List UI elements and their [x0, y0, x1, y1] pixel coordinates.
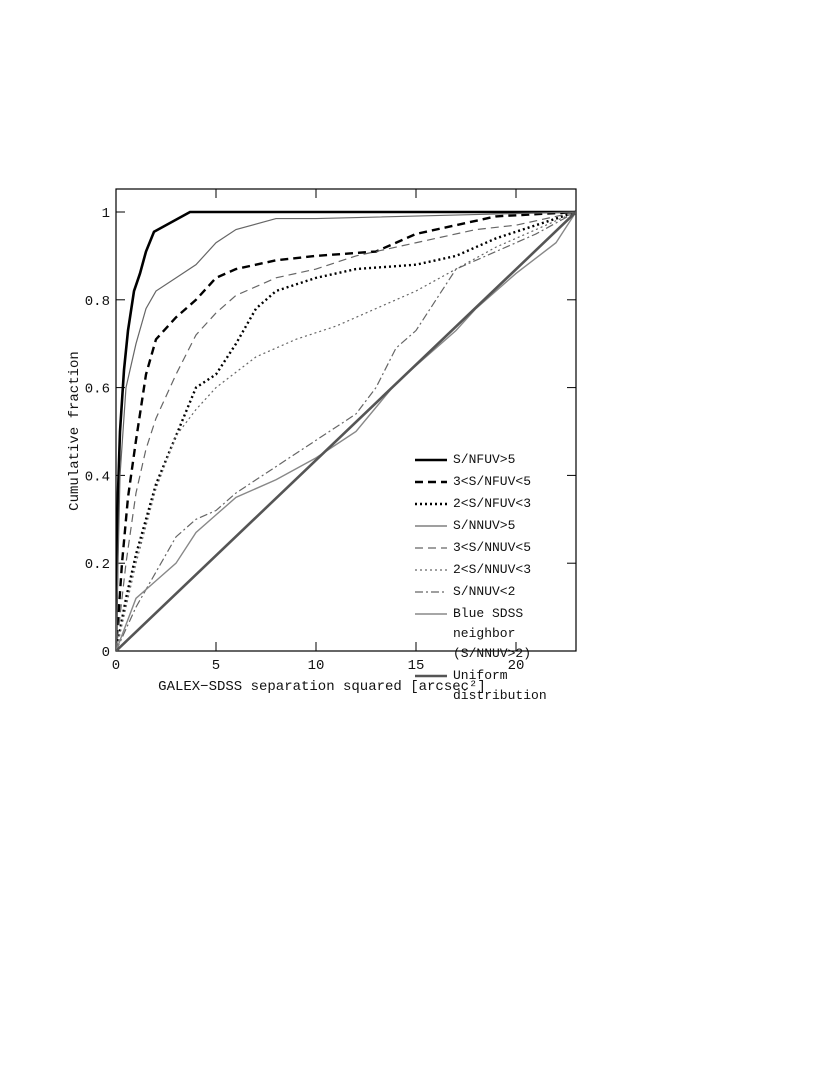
legend-swatch — [415, 591, 447, 593]
legend-label: 2<S/NNUV<3 — [453, 562, 532, 577]
series-line — [116, 210, 576, 651]
legend-swatch — [415, 613, 447, 615]
legend-entry: S/NNUV<2 — [415, 582, 585, 602]
y-tick-label: 1 — [102, 206, 110, 222]
series-line — [116, 211, 576, 651]
legend-label: 2<S/NFUV<3 — [453, 496, 532, 511]
x-tick-label: 0 — [112, 658, 120, 674]
plot-frame — [115, 188, 577, 652]
y-tick-label: 0.6 — [85, 382, 110, 398]
x-tick-label: 20 — [508, 658, 525, 674]
x-tick-label: 5 — [212, 658, 220, 674]
legend-swatch — [415, 547, 447, 549]
legend: S/NFUV>5 3<S/NFUV<5 2<S/NFUV<3 S/NNUV>5 3<S/… — [415, 450, 585, 708]
legend-entry: 3<S/NNUV<5 — [415, 538, 585, 558]
legend-label: S/NNUV<2 — [453, 584, 516, 599]
legend-entry: S/NFUV>5 — [415, 450, 585, 470]
legend-label: Uniform distribution — [453, 668, 547, 703]
x-axis-label: GALEX−SDSS separation squared [arcsec²] — [158, 679, 486, 695]
legend-swatch — [415, 458, 447, 462]
y-tick-label: 0 — [102, 645, 110, 661]
legend-swatch — [415, 480, 447, 484]
y-tick-label: 0.8 — [85, 294, 110, 310]
legend-entry: Uniform distribution — [415, 666, 585, 706]
legend-label: S/NNUV>5 — [453, 518, 516, 533]
legend-entry: 2<S/NNUV<3 — [415, 560, 585, 580]
legend-entry: Blue SDSS neighbor (S/NNUV>2) — [415, 604, 585, 664]
y-tick-label: 0.2 — [85, 557, 110, 573]
legend-swatch — [415, 525, 447, 527]
legend-entry: 2<S/NFUV<3 — [415, 494, 585, 514]
series-line — [116, 211, 576, 651]
series-line — [116, 211, 576, 651]
series-line — [116, 211, 576, 651]
legend-swatch — [415, 569, 447, 571]
x-tick-label: 10 — [308, 658, 325, 674]
legend-entry: 3<S/NFUV<5 — [415, 472, 585, 492]
legend-label: 3<S/NFUV<5 — [453, 474, 532, 489]
series-line — [116, 211, 576, 651]
legend-label: S/NFUV>5 — [453, 452, 516, 467]
legend-swatch — [415, 502, 447, 506]
series-line — [116, 210, 576, 651]
y-tick-label: 0.4 — [85, 469, 110, 485]
y-axis-label: Cumulative fraction — [67, 351, 83, 511]
legend-label: 3<S/NNUV<5 — [453, 540, 532, 555]
legend-entry: S/NNUV>5 — [415, 516, 585, 536]
legend-swatch — [415, 674, 447, 678]
legend-label: Blue SDSS neighbor (S/NNUV>2) — [453, 606, 532, 661]
x-tick-label: 15 — [408, 658, 425, 674]
